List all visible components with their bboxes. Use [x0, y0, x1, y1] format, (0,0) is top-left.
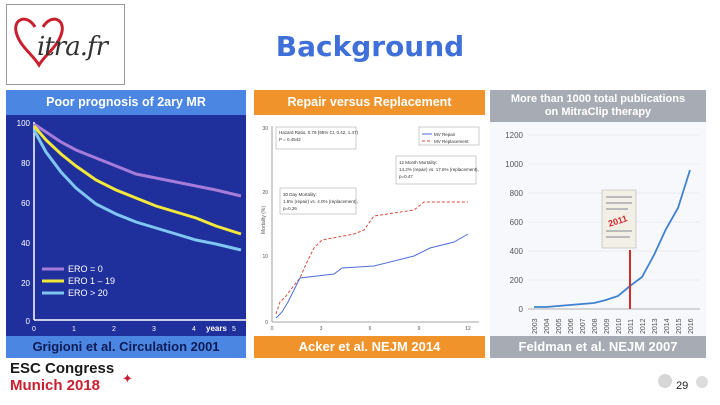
- panel-header: Poor prognosis of 2ary MR: [6, 90, 246, 115]
- panel-header: More than 1000 total publications on Mit…: [490, 90, 706, 122]
- nav-dot-icon[interactable]: [696, 376, 708, 388]
- nav-dot-icon[interactable]: [658, 374, 672, 388]
- hazard-text: P = 0.4542: [279, 137, 301, 142]
- mv-repair-curve: [275, 233, 469, 319]
- x-tick: 2: [112, 326, 116, 333]
- legend-ero-20: ERO > 20: [68, 288, 108, 298]
- logo: itra.fr: [6, 4, 125, 85]
- y-tick: 60: [21, 199, 30, 208]
- slide-title: Background: [275, 30, 465, 63]
- x-tick: 0: [271, 326, 274, 332]
- y-tick: 20: [262, 190, 268, 196]
- y-tick: 30: [262, 126, 268, 132]
- y-tick: 0: [26, 317, 31, 326]
- x-tick: 2013: [652, 318, 659, 334]
- legend-ero-1-19: ERO 1 – 19: [68, 276, 115, 286]
- x-tick: 2012: [640, 318, 647, 334]
- mv-replacement-curve: [275, 201, 468, 315]
- y-tick: 0: [265, 320, 268, 326]
- x-tick: 3: [152, 326, 156, 333]
- legend-mv-repair: MV Repair: [434, 132, 456, 137]
- x-tick: 2011: [628, 319, 635, 334]
- x-tick: 2005: [556, 318, 563, 334]
- x-tick: 5: [232, 326, 236, 333]
- page-number: 29: [676, 380, 689, 392]
- esc-line1: ESC Congress: [10, 360, 115, 377]
- y-tick: 20: [21, 279, 30, 288]
- x-tick: 2008: [592, 318, 599, 334]
- month12-text: 12 Month Mortality:: [399, 160, 437, 165]
- heart-logo-icon: [14, 17, 64, 68]
- esc-line2: Munich 2018: [10, 377, 101, 394]
- y-tick: 800: [510, 189, 524, 198]
- y-tick: 200: [510, 276, 524, 285]
- x-unit: years: [206, 324, 227, 333]
- x-tick: 2014: [664, 318, 671, 334]
- legend-ero-0: ERO = 0: [68, 264, 103, 274]
- esc-logo: ESC Congress Munich 2018: [10, 360, 114, 394]
- day30-text: p=0.26: [283, 206, 297, 211]
- mortality-chart: Mortality (%) 30 20 10 0 0 3 6 9 12 Haza…: [254, 115, 485, 336]
- x-tick: 3: [320, 326, 323, 332]
- esc-star-icon: ✦: [122, 371, 133, 386]
- y-tick: 1000: [505, 160, 523, 169]
- x-tick: 2004: [544, 318, 551, 334]
- x-tick: 2015: [676, 318, 683, 334]
- header-line: More than 1000 total publications: [510, 93, 686, 105]
- x-tick: 2006: [568, 318, 575, 334]
- x-tick: 1: [72, 326, 76, 333]
- publications-chart: 1200 1000 800 600 400 200 0 2003 2004 2005…: [490, 122, 706, 336]
- y-axis-label: Mortality (%): [261, 206, 267, 234]
- panel-survival: Poor prognosis of 2ary MR 100 80 60 40 2…: [6, 90, 246, 358]
- legend-mv-replacement: MV Replacement: [434, 139, 469, 144]
- panel-publications: More than 1000 total publications on Mit…: [490, 90, 706, 358]
- hazard-text: Hazard Ratio, 0.79 (95% CI, 0.42, 1.47): [279, 130, 359, 135]
- day30-text: 1.6% (repair) vs. 4.0% (replacement),: [283, 199, 358, 204]
- y-tick: 10: [262, 254, 268, 260]
- month12-text: 14.2% (repair) vs. 17.6% (replacement),: [399, 167, 479, 172]
- x-tick: 2009: [604, 318, 611, 334]
- publications-curve: [534, 169, 691, 308]
- x-tick: 0: [32, 326, 36, 333]
- y-tick: 40: [21, 239, 30, 248]
- curve-ero-1-19: [32, 125, 242, 236]
- x-tick: 2010: [616, 318, 623, 334]
- month12-text: p=0.47: [399, 174, 413, 179]
- y-tick: 100: [17, 119, 31, 128]
- x-tick: 2003: [532, 318, 539, 334]
- x-tick: 12: [465, 326, 471, 332]
- header-line: on MitraClip therapy: [544, 106, 652, 118]
- y-tick: 0: [519, 305, 524, 314]
- x-tick: 9: [418, 326, 421, 332]
- day30-text: 30 Day Mortality:: [283, 192, 317, 197]
- panel-footer: Feldman et al. NEJM 2007: [490, 336, 706, 358]
- survival-chart: 100 80 60 40 20 0 0 1 2 3 4 5 years ERO …: [6, 115, 246, 336]
- panel-footer: Acker et al. NEJM 2014: [254, 336, 485, 358]
- y-tick: 80: [21, 159, 30, 168]
- x-tick: 2007: [580, 318, 587, 334]
- curve-ero-0: [33, 122, 242, 198]
- logo-text: itra.fr: [37, 32, 108, 62]
- y-tick: 1200: [505, 131, 523, 140]
- x-tick: 2016: [688, 318, 695, 334]
- y-tick: 600: [510, 218, 524, 227]
- panel-repair: Repair versus Replacement Mortality (%) …: [254, 90, 485, 358]
- x-tick: 4: [192, 326, 196, 333]
- curve-ero-20: [32, 129, 242, 252]
- y-tick: 400: [510, 247, 524, 256]
- panel-footer: Grigioni et al. Circulation 2001: [6, 336, 246, 358]
- x-tick: 6: [369, 326, 372, 332]
- x-ticks: 2003 2004 2005 2006 2007 2008 2009 2010 2011 2012…: [532, 318, 695, 334]
- panel-header: Repair versus Replacement: [254, 90, 485, 115]
